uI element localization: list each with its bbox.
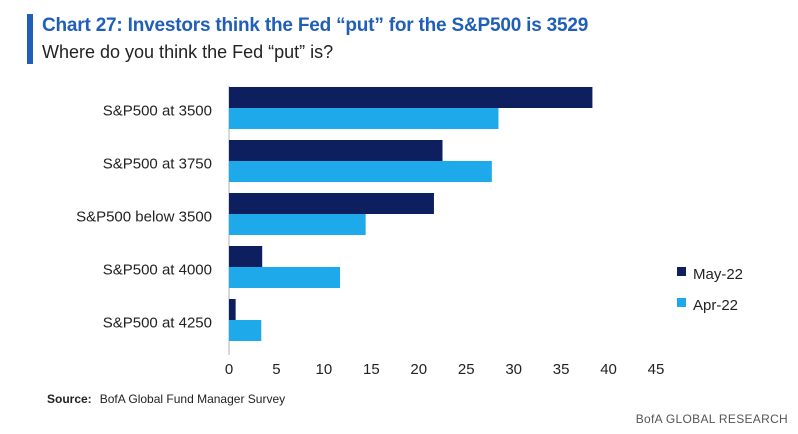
title-accent-bar <box>27 14 33 64</box>
bar-may-22-s-p500-below-3500 <box>229 193 434 214</box>
x-tick-label: 40 <box>600 361 617 378</box>
chart-subtitle: Where do you think the Fed “put” is? <box>42 42 334 62</box>
category-label-s-p500-at-4000: S&P500 at 4000 <box>103 261 212 278</box>
x-tick-label: 30 <box>505 361 522 378</box>
bar-may-22-s-p500-at-4000 <box>229 246 263 267</box>
category-label-s-p500-at-3750: S&P500 at 3750 <box>103 155 212 172</box>
x-tick-label: 45 <box>648 361 665 378</box>
legend-swatch-apr-22 <box>677 298 686 307</box>
bar-apr-22-s-p500-at-3500 <box>229 108 499 129</box>
bar-apr-22-s-p500-below-3500 <box>229 214 366 235</box>
source-text: BofA Global Fund Manager Survey <box>99 392 286 406</box>
source-note: Source: BofA Global Fund Manager Survey <box>47 392 285 406</box>
brand-footer: BofA GLOBAL RESEARCH <box>635 412 788 426</box>
legend-label-may-22: May-22 <box>693 266 743 283</box>
bar-may-22-s-p500-at-3500 <box>229 87 593 108</box>
bar-apr-22-s-p500-at-4000 <box>229 267 341 288</box>
legend-swatch-may-22 <box>677 267 686 276</box>
legend-label-apr-22: Apr-22 <box>693 297 738 314</box>
x-tick-label: 10 <box>316 361 333 378</box>
bar-apr-22-s-p500-at-4250 <box>229 320 262 341</box>
bar-may-22-s-p500-at-4250 <box>229 299 236 320</box>
category-label-s-p500-at-4250: S&P500 at 4250 <box>103 314 212 331</box>
bar-may-22-s-p500-at-3750 <box>229 140 443 161</box>
bar-apr-22-s-p500-at-3750 <box>229 161 492 182</box>
chart-title: Chart 27: Investors think the Fed “put” … <box>42 15 589 36</box>
category-label-s-p500-at-3500: S&P500 at 3500 <box>103 102 212 119</box>
category-label-s-p500-below-3500: S&P500 below 3500 <box>76 208 212 225</box>
x-tick-label: 25 <box>458 361 475 378</box>
x-tick-label: 0 <box>225 361 233 378</box>
x-tick-label: 20 <box>410 361 427 378</box>
source-label: Source: <box>47 392 92 406</box>
x-tick-label: 5 <box>272 361 280 378</box>
x-tick-label: 35 <box>553 361 570 378</box>
x-tick-label: 15 <box>363 361 380 378</box>
